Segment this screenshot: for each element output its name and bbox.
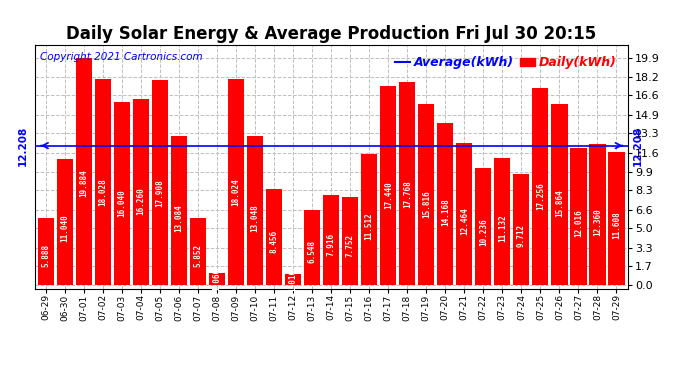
Bar (266, 189, 282, 285)
Text: 5.888: 5.888 (41, 243, 50, 267)
Text: 10.236: 10.236 (479, 219, 488, 246)
Bar (609, 153, 624, 285)
Text: 12.360: 12.360 (593, 208, 602, 236)
Bar (551, 104, 567, 285)
Title: Daily Solar Energy & Average Production Fri Jul 30 20:15: Daily Solar Energy & Average Production … (66, 26, 596, 44)
Bar (418, 104, 435, 285)
Text: 9.712: 9.712 (517, 224, 526, 247)
Text: 17.908: 17.908 (155, 179, 164, 207)
Text: 11.512: 11.512 (365, 212, 374, 240)
Text: 1.060: 1.060 (213, 268, 221, 291)
Bar (456, 142, 473, 285)
Text: 11.132: 11.132 (498, 214, 507, 242)
Text: 18.028: 18.028 (99, 178, 108, 206)
Text: 16.260: 16.260 (137, 188, 146, 216)
Bar (532, 88, 549, 285)
Bar (323, 195, 339, 285)
Text: 11.608: 11.608 (612, 211, 621, 239)
Text: 13.084: 13.084 (175, 204, 184, 232)
Bar (513, 174, 529, 285)
Text: 17.768: 17.768 (403, 180, 412, 208)
Text: 1.016: 1.016 (288, 268, 297, 292)
Text: 14.168: 14.168 (441, 198, 450, 226)
Bar (133, 99, 149, 285)
Bar (190, 218, 206, 285)
Bar (589, 144, 606, 285)
Bar (571, 148, 586, 285)
Text: 13.048: 13.048 (250, 204, 259, 232)
Text: 11.040: 11.040 (61, 214, 70, 242)
Text: 7.916: 7.916 (326, 233, 336, 256)
Text: 12.208: 12.208 (18, 126, 28, 166)
Bar (361, 154, 377, 285)
Text: 15.816: 15.816 (422, 190, 431, 218)
Bar (304, 210, 320, 285)
Text: 12.016: 12.016 (574, 210, 583, 237)
Bar (95, 79, 111, 285)
Bar (400, 82, 415, 285)
Text: 15.864: 15.864 (555, 190, 564, 217)
Text: 8.456: 8.456 (270, 230, 279, 254)
Bar (57, 159, 73, 285)
Text: 12.208: 12.208 (633, 126, 642, 166)
Bar (437, 123, 453, 285)
Text: Copyright 2021 Cartronics.com: Copyright 2021 Cartronics.com (41, 53, 203, 62)
Text: 17.440: 17.440 (384, 182, 393, 209)
Bar (285, 274, 302, 285)
Bar (76, 58, 92, 285)
Bar (209, 273, 225, 285)
Bar (247, 136, 263, 285)
Bar (228, 79, 244, 285)
Bar (380, 86, 396, 285)
Bar (114, 102, 130, 285)
Bar (152, 80, 168, 285)
Text: 6.548: 6.548 (308, 240, 317, 263)
Text: 5.852: 5.852 (194, 244, 203, 267)
Bar (38, 218, 54, 285)
Bar (494, 158, 511, 285)
Text: 16.040: 16.040 (117, 189, 126, 217)
Text: 17.256: 17.256 (536, 183, 545, 210)
Legend: Average(kWh), Daily(kWh): Average(kWh), Daily(kWh) (390, 51, 622, 74)
Bar (342, 196, 358, 285)
Bar (171, 136, 187, 285)
Text: 7.752: 7.752 (346, 234, 355, 257)
Bar (475, 168, 491, 285)
Text: 18.024: 18.024 (232, 178, 241, 206)
Text: 19.884: 19.884 (79, 169, 88, 197)
Text: 12.464: 12.464 (460, 207, 469, 235)
